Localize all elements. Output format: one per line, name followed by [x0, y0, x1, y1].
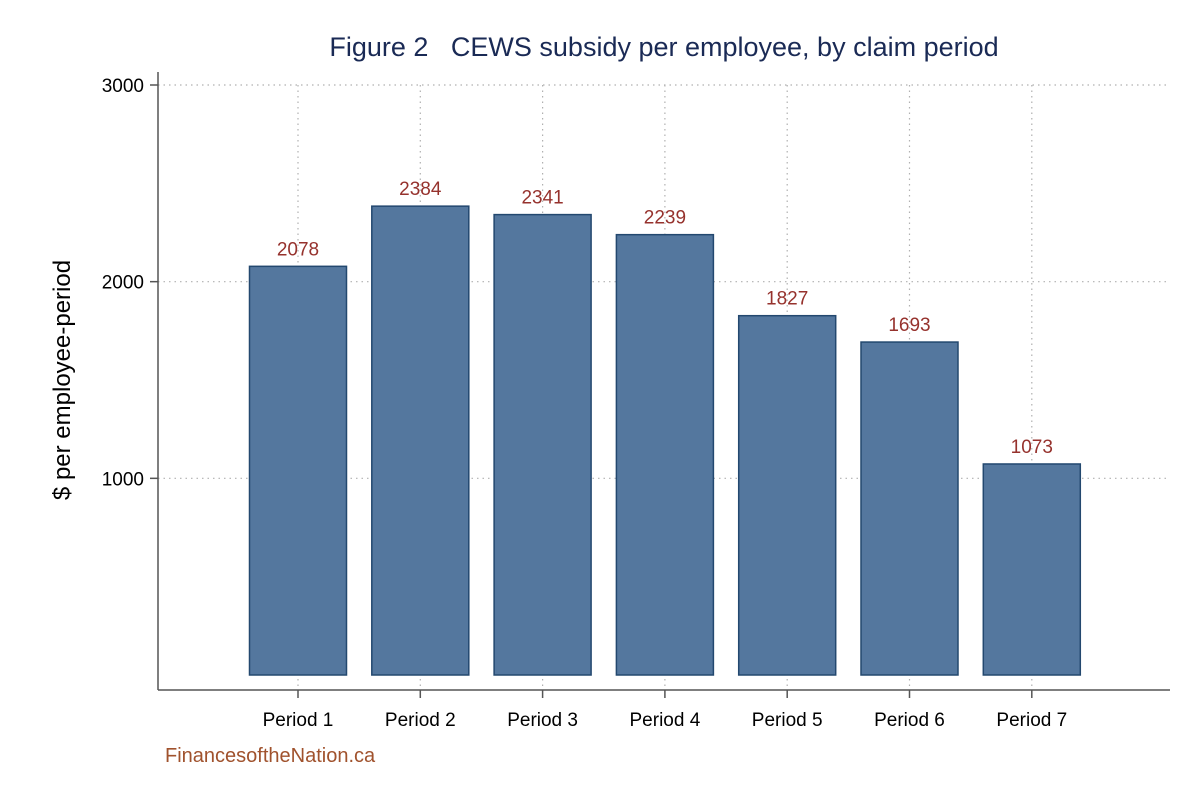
y-tick-label-3000: 3000	[102, 76, 144, 97]
bar-period-2	[371, 205, 470, 676]
x-tick-label-period-5: Period 5	[752, 710, 823, 731]
value-label-period-7: 1073	[1011, 437, 1053, 458]
bar-period-5	[737, 314, 837, 676]
bar-period-3	[493, 213, 592, 676]
x-tick-label-period-2: Period 2	[385, 710, 456, 731]
y-axis-label: $ per employee-period	[49, 260, 76, 500]
value-label-period-4: 2239	[644, 208, 686, 229]
x-tick-label-period-7: Period 7	[996, 710, 1067, 731]
value-label-period-6: 1693	[888, 315, 930, 336]
bar-value-labels: 2078 2384 2341 2239 1827 1693 1073	[277, 179, 1053, 458]
x-tick-label-period-3: Period 3	[507, 710, 578, 731]
bar-period-1	[248, 265, 348, 676]
chart-title: Figure 2 CEWS subsidy per employee, by c…	[329, 32, 998, 62]
x-tick-labels: Period 1 Period 2 Period 3 Period 4 Period 5…	[263, 710, 1068, 731]
value-label-period-1: 2078	[277, 239, 319, 260]
value-label-period-3: 2341	[521, 188, 563, 209]
bars	[248, 205, 1082, 676]
x-tick-label-period-4: Period 4	[630, 710, 701, 731]
x-tick-label-period-1: Period 1	[263, 710, 334, 731]
bar-period-4	[615, 233, 715, 676]
x-tick-label-period-6: Period 6	[874, 710, 945, 731]
axes	[150, 72, 1170, 698]
value-label-period-2: 2384	[399, 179, 442, 200]
y-tick-label-2000: 2000	[102, 273, 144, 294]
bar-period-7	[982, 463, 1082, 676]
bar-period-6	[860, 341, 959, 676]
value-label-period-5: 1827	[766, 289, 808, 310]
y-tick-label-1000: 1000	[102, 469, 144, 490]
source-note: FinancesoftheNation.ca	[165, 745, 376, 767]
y-tick-labels: 1000 2000 3000	[102, 76, 144, 490]
